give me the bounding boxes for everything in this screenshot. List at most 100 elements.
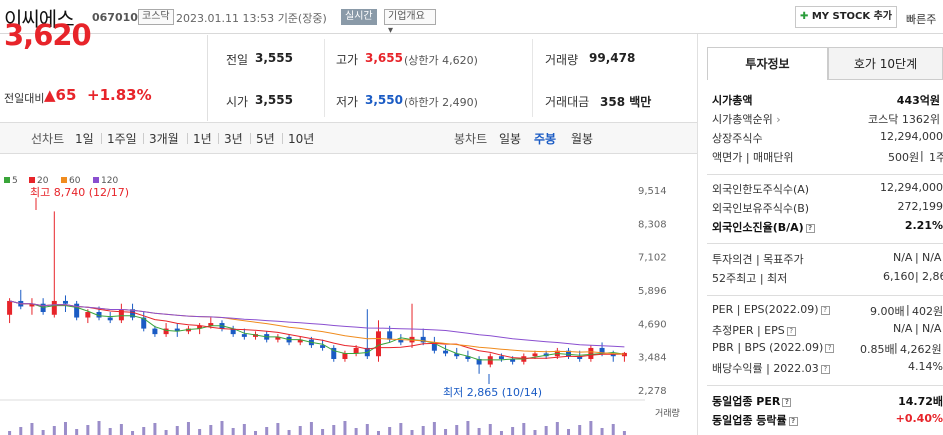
candle-tab-2[interactable]: 월봉	[571, 132, 594, 146]
current-price: 3,620	[4, 18, 92, 52]
period-tab-0[interactable]: 1일	[75, 132, 94, 146]
volume-label: 거래량	[655, 407, 680, 419]
help-icon[interactable]: ?	[820, 305, 830, 315]
pbr-value: 0.85배	[860, 343, 895, 356]
volume-bar	[410, 430, 414, 435]
candle-body	[275, 336, 281, 340]
chevron-right-icon[interactable]: ›	[776, 113, 781, 126]
pbr-label: PBR | BPS (2022.09)	[712, 341, 824, 354]
help-icon[interactable]: ?	[782, 397, 792, 407]
add-mystock-button[interactable]: ✚ MY STOCK 추가	[795, 6, 897, 28]
ma-line-5	[9, 300, 625, 361]
up-triangle-icon: ▲	[44, 86, 56, 104]
opinion-sep: |	[915, 251, 919, 264]
candle-body	[431, 342, 437, 351]
volume-bar	[354, 428, 358, 435]
help-icon[interactable]: ?	[788, 416, 798, 426]
pbr-row: PBR | BPS (2022.09)? 0.85배 | 4,262원	[707, 341, 943, 360]
period-tab-4[interactable]: 3년	[224, 132, 243, 146]
market-cap-rank-row: 시가총액순위 › 코스닥 1362위	[707, 111, 943, 130]
candle-body	[130, 309, 136, 318]
candle-body	[62, 300, 68, 304]
divider	[707, 174, 943, 175]
period-tab-1[interactable]: 1주일	[107, 132, 137, 146]
high-value: 3,655	[365, 51, 403, 65]
candle-body	[599, 347, 605, 354]
sector-per-value: 14.72배	[898, 395, 943, 408]
help-icon[interactable]: ?	[825, 343, 835, 353]
volume-bar	[365, 424, 369, 435]
divider	[707, 385, 943, 386]
sector-per-label: 동일업종 PER	[712, 395, 781, 408]
opinion-label: 투자의견 | 목표주가	[712, 253, 804, 266]
help-icon[interactable]: ?	[786, 326, 796, 336]
candle-body	[610, 353, 616, 357]
quick-order-label[interactable]: 빠른주	[906, 13, 937, 26]
div-row: 배당수익률 | 2022.03? 4.14%	[712, 360, 943, 375]
candle-body	[476, 358, 482, 365]
foreign-ratio-row: 외국인소진율(B/A)? 2.21%	[707, 219, 943, 238]
help-icon[interactable]: ?	[805, 223, 815, 233]
candle-body	[7, 300, 13, 315]
volume-bar	[477, 428, 481, 435]
eps-value: 402원	[912, 305, 943, 318]
legend-label-5: 5	[12, 176, 18, 186]
y-tick-label: 5,896	[638, 286, 667, 297]
volume-bar	[611, 424, 615, 435]
par-row: 액면가 | 매매단위 500원 | 1주	[707, 149, 943, 168]
volume-bar	[131, 431, 135, 435]
volume-bar	[432, 422, 436, 435]
help-icon[interactable]: ?	[820, 364, 830, 374]
foreign-limit-label: 외국인한도주식수(A)	[712, 183, 810, 196]
candle-body	[208, 323, 214, 326]
tab-separator	[187, 133, 188, 144]
legend-label-60: 60	[69, 176, 81, 186]
y-tick-label: 2,278	[638, 386, 667, 397]
prev-close-label: 전일	[226, 53, 249, 67]
tab-orderbook[interactable]: 호가 10단계	[828, 47, 943, 80]
per-row: PER | EPS(2022.09)? 9.00배 | 402원	[707, 303, 943, 322]
price-chart[interactable]: 5 20 60 120 9,514 8,308 7,102 5,896 4,690 3,484 2,…	[0, 168, 697, 435]
volume-bar	[63, 422, 67, 435]
volume-bar	[220, 421, 224, 435]
volume-bar	[555, 422, 559, 435]
change-abs: ▲65	[44, 86, 77, 104]
volume-value: 99,478	[589, 51, 636, 65]
period-tab-5[interactable]: 5년	[256, 132, 275, 146]
opinion-row: 투자의견 | 목표주가 N/A | N/A	[707, 251, 943, 270]
candle-tab-1[interactable]: 주봉	[534, 132, 557, 146]
candle-body	[85, 312, 91, 318]
low-annotation: 최저 2,865 (10/14)	[443, 386, 542, 399]
lower-limit: (하한가 2,490)	[404, 96, 478, 109]
candle-body	[454, 353, 460, 357]
candle-body	[577, 356, 583, 359]
candle-tab-0[interactable]: 일봉	[499, 132, 522, 146]
low-label: 저가	[336, 95, 359, 109]
divider	[707, 243, 943, 244]
market-cap-rank-label: 시가총액순위	[712, 113, 773, 126]
change-pct: +1.83%	[87, 86, 152, 104]
candle-body	[398, 339, 404, 343]
y-tick-label: 9,514	[638, 186, 667, 197]
week52-row: 52주최고 | 최저 6,160|2,865	[707, 270, 943, 289]
volume-bar	[321, 429, 325, 435]
realtime-badge[interactable]: 실시간	[341, 9, 377, 25]
change-label: 전일대비	[4, 92, 45, 105]
foreign-hold-label: 외국인보유주식수(B)	[712, 202, 810, 215]
company-overview-button[interactable]: 기업개요 ▾	[384, 9, 436, 36]
sector-per-row: 동일업종 PER? 14.72배	[707, 393, 943, 412]
candle-body	[107, 317, 113, 321]
sector-chg-value: +0.40%	[895, 412, 943, 425]
chevron-down-icon: ▾	[388, 25, 394, 36]
opinion-value: N/A	[893, 251, 913, 264]
period-tab-6[interactable]: 10년	[288, 132, 315, 146]
candle-body	[387, 331, 393, 340]
volume-bar	[455, 425, 459, 435]
week52-label: 52주최고 | 최저	[712, 272, 788, 285]
tab-invest-info[interactable]: 투자정보	[707, 47, 828, 80]
candle-body	[141, 317, 147, 329]
period-tab-2[interactable]: 3개월	[149, 132, 179, 146]
period-tab-3[interactable]: 1년	[193, 132, 212, 146]
market-cap-row: 시가총액 443억원	[707, 92, 943, 111]
candle-body	[29, 303, 35, 307]
